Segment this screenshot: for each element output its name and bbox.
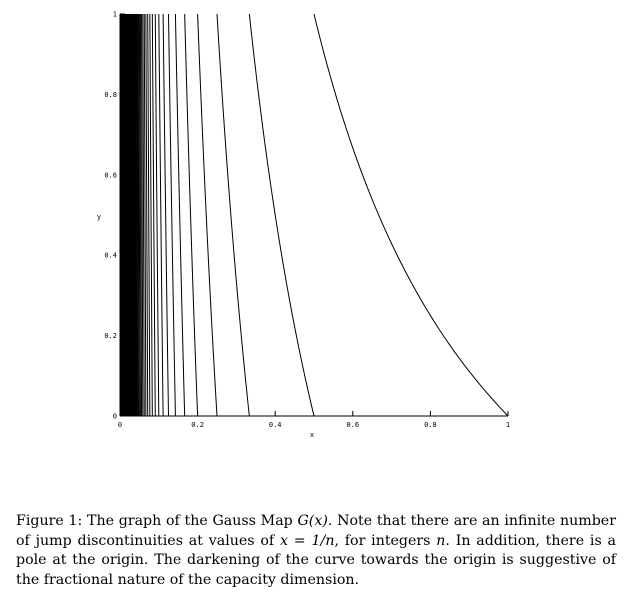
curve-branch-1 bbox=[313, 13, 509, 417]
y-tick-label-5: 1 bbox=[113, 11, 117, 19]
y-axis-label: y bbox=[97, 213, 101, 221]
curve-branch-22 bbox=[136, 14, 139, 417]
x-tick-label-2: 0.4 bbox=[269, 421, 282, 429]
curve-branch-8 bbox=[162, 14, 169, 417]
curve-branch-24 bbox=[135, 14, 137, 417]
caption-map-symbol: G(x) bbox=[297, 513, 328, 529]
x-tick-label-3: 0.6 bbox=[346, 421, 359, 429]
curve-branch-17 bbox=[141, 14, 144, 417]
curve-branch-9 bbox=[158, 14, 164, 417]
x-axis-label: x bbox=[310, 431, 314, 439]
caption-mid2: , for integers bbox=[334, 532, 437, 549]
curve-branch-6 bbox=[174, 14, 186, 417]
curve-branch-26 bbox=[133, 14, 136, 417]
curve-branch-14 bbox=[145, 14, 149, 417]
caption-x-equation: x = 1/n bbox=[280, 532, 335, 549]
y-tick-label-4: 0.8 bbox=[104, 91, 117, 99]
curve-branch-20 bbox=[137, 14, 140, 417]
x-tick-label-4: 0.8 bbox=[424, 421, 437, 429]
curve-branch-2 bbox=[248, 14, 315, 417]
caption-n-symbol: n bbox=[436, 532, 446, 549]
curve-branch-5 bbox=[184, 14, 199, 417]
curve-branch-10 bbox=[154, 14, 160, 417]
figure-caption: Figure 1: The graph of the Gauss Map G(x… bbox=[16, 512, 616, 590]
curve-branch-11 bbox=[151, 14, 156, 417]
y-tick-label-0: 0 bbox=[113, 413, 117, 421]
curve-branch-13 bbox=[147, 14, 151, 417]
curve-branch-21 bbox=[137, 14, 139, 417]
curve-branch-23 bbox=[135, 14, 138, 417]
curve-branches bbox=[120, 13, 509, 417]
curve-branch-15 bbox=[143, 14, 147, 417]
curve-branch-19 bbox=[138, 14, 141, 417]
curve-branch-12 bbox=[149, 14, 153, 417]
curve-branch-3 bbox=[216, 14, 250, 417]
caption-mid1: . Note that there are an infinite number… bbox=[16, 513, 616, 549]
curve-branch-4 bbox=[197, 14, 218, 417]
caption-suffix: . In addition, there is a pole at the or… bbox=[16, 532, 616, 588]
curve-branch-16 bbox=[142, 14, 145, 417]
x-tick-label-0: 0 bbox=[118, 421, 122, 429]
y-tick-label-2: 0.4 bbox=[104, 252, 117, 260]
y-tick-label-1: 0.2 bbox=[104, 332, 117, 340]
gauss-map-chart: 0 0.2 0.4 0.6 0.8 1 0 0.2 0.4 0.6 0.8 1 x y bbox=[97, 11, 510, 440]
x-tick-label-5: 1 bbox=[506, 421, 510, 429]
dense-branch-region bbox=[120, 14, 123, 416]
y-tick-label-3: 0.6 bbox=[104, 171, 117, 179]
curve-branch-25 bbox=[134, 14, 137, 417]
curve-branch-18 bbox=[139, 14, 143, 417]
caption-prefix: Figure 1: The graph of the Gauss Map bbox=[16, 513, 298, 529]
x-tick-label-1: 0.2 bbox=[191, 421, 204, 429]
axis-ticks: 0 0.2 0.4 0.6 0.8 1 0 0.2 0.4 0.6 0.8 1 bbox=[104, 11, 510, 430]
curve-branch-7 bbox=[168, 14, 176, 417]
